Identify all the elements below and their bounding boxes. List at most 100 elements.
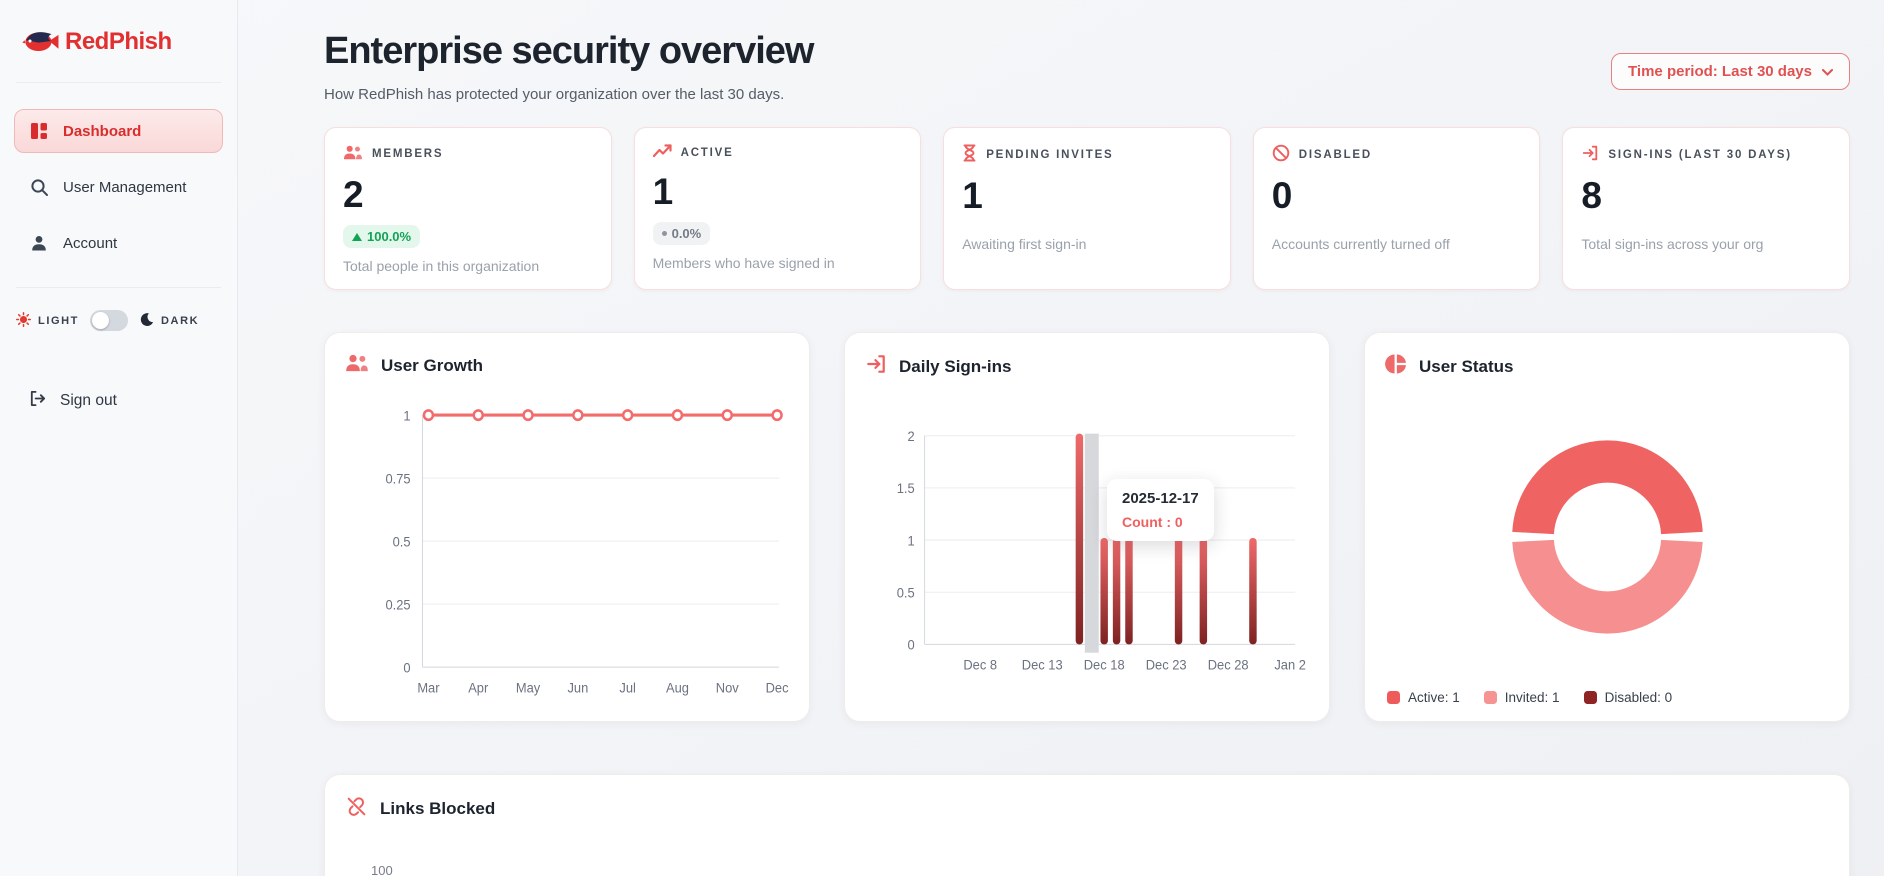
theme-toggle[interactable] (90, 310, 128, 331)
stat-value: 8 (1581, 175, 1602, 216)
sidebar: RedPhish Dashboard (0, 0, 238, 876)
stat-value: 1 (962, 175, 983, 216)
svg-text:Dec 23: Dec 23 (1146, 657, 1187, 672)
svg-text:2: 2 (907, 429, 914, 444)
theme-dark-label: DARK (161, 314, 200, 327)
svg-text:Dec 18: Dec 18 (1084, 657, 1125, 672)
sign-in-icon (1581, 144, 1599, 165)
sidebar-item-label: Account (63, 234, 118, 252)
legend-item-disabled: Disabled: 0 (1583, 690, 1672, 705)
svg-text:0.5: 0.5 (393, 534, 411, 549)
sidebar-divider (16, 82, 221, 83)
svg-text:0: 0 (907, 637, 914, 652)
stat-card-pending-invites: PENDING INVITES 1 Awaiting first sign-in (943, 127, 1231, 290)
stat-value: 2 (343, 174, 364, 215)
svg-text:1: 1 (907, 533, 914, 548)
triangle-up-icon (352, 229, 362, 244)
sidebar-nav: Dashboard User Management Account (14, 109, 223, 265)
stat-label: SIGN-INS (LAST 30 DAYS) (1608, 148, 1792, 161)
sidebar-item-dashboard[interactable]: Dashboard (14, 109, 223, 153)
page-title: Enterprise security overview (324, 30, 814, 72)
daily-signins-bar-chart[interactable]: 0 0.5 1 1.5 2 Dec 8 Dec 13 Dec 18 Dec 23 Dec 28 Ja… (865, 394, 1309, 707)
time-period-label: Time period: Last 30 days (1628, 63, 1812, 80)
chart-tooltip: 2025-12-17 Count : 0 (1107, 479, 1214, 541)
stat-label: PENDING INVITES (986, 148, 1114, 161)
stat-badge: 0.0% (652, 222, 711, 245)
stat-label: ACTIVE (680, 146, 734, 159)
svg-text:May: May (516, 680, 541, 695)
stat-description: Awaiting first sign-in (962, 236, 1087, 252)
legend-swatch (1583, 691, 1597, 704)
svg-text:Jun: Jun (567, 680, 588, 695)
svg-text:0.75: 0.75 (385, 471, 410, 486)
brand-name: RedPhish (65, 28, 172, 55)
theme-switcher: LIGHT DARK (14, 298, 223, 343)
legend-swatch (1483, 691, 1497, 704)
sun-icon (16, 311, 31, 330)
donut-legend: Active: 1 Invited: 1 Disabled: 0 (1385, 686, 1829, 707)
user-growth-card: User Growth 0 0.25 0.5 0.75 1 Mar Apr May Jun Jul… (324, 332, 810, 722)
hourglass-icon (962, 144, 977, 165)
svg-text:Dec 8: Dec 8 (963, 657, 997, 672)
sidebar-item-label: User Management (63, 178, 187, 196)
links-blocked-card: Links Blocked 100 (324, 774, 1850, 876)
svg-text:Jul: Jul (619, 680, 636, 695)
link-off-icon (345, 795, 368, 823)
time-period-dropdown[interactable]: Time period: Last 30 days (1611, 53, 1850, 90)
brand-logo: RedPhish (20, 24, 217, 60)
theme-light-label: LIGHT (38, 314, 79, 327)
svg-text:Nov: Nov (716, 680, 739, 695)
pie-chart-icon (1385, 353, 1407, 380)
chart-title: Daily Sign-ins (899, 356, 1012, 376)
stat-value: 0 (1271, 175, 1293, 216)
dot-icon (661, 231, 667, 236)
svg-text:Mar: Mar (417, 680, 440, 695)
sign-out-label: Sign out (60, 392, 117, 409)
links-blocked-ytick: 100 (371, 863, 393, 876)
tooltip-count: Count : 0 (1122, 514, 1183, 530)
svg-text:1.5: 1.5 (897, 481, 915, 496)
svg-text:0.5: 0.5 (897, 585, 915, 600)
sidebar-item-account[interactable]: Account (14, 221, 223, 265)
search-icon (29, 177, 49, 197)
trend-up-icon (652, 144, 672, 161)
svg-text:Dec 13: Dec 13 (1022, 657, 1063, 672)
fish-logo-icon (20, 24, 60, 60)
sidebar-item-user-management[interactable]: User Management (14, 165, 223, 209)
moon-icon (139, 312, 154, 330)
svg-text:Aug: Aug (666, 680, 689, 695)
sign-in-icon (865, 353, 887, 380)
svg-text:Dec: Dec (766, 680, 789, 695)
chevron-down-icon (1822, 63, 1833, 80)
svg-text:0: 0 (403, 660, 410, 675)
user-status-card: User Status Active: 1 Invited: 1 Disable… (1364, 332, 1850, 722)
user-growth-line-chart: 0 0.25 0.5 0.75 1 Mar Apr May Jun Jul Aug Nov Dec (345, 392, 789, 707)
tooltip-date: 2025-12-17 (1122, 490, 1199, 507)
sidebar-divider (16, 287, 221, 288)
main-content: Enterprise security overview How RedPhis… (238, 0, 1884, 876)
dashboard-icon (29, 121, 49, 141)
stat-description: Members who have signed in (652, 255, 835, 271)
stat-badge: 100.0% (343, 225, 421, 248)
stat-card-signins: SIGN-INS (LAST 30 DAYS) 8 Total sign-ins… (1562, 127, 1850, 290)
chart-title: User Status (1419, 356, 1514, 376)
members-icon (343, 144, 363, 164)
stat-label: DISABLED (1298, 148, 1372, 161)
stat-description: Total people in this organization (343, 258, 540, 274)
legend-swatch (1387, 691, 1400, 704)
legend-item-active: Active: 1 (1387, 690, 1460, 705)
members-icon (345, 353, 369, 378)
stat-cards-row: MEMBERS 2 100.0% Total people in this or… (324, 127, 1850, 290)
stat-card-disabled: DISABLED 0 Accounts currently turned off (1252, 127, 1541, 290)
theme-toggle-knob (92, 312, 109, 329)
sign-out-button[interactable]: Sign out (18, 381, 219, 421)
page-header: Enterprise security overview How RedPhis… (324, 26, 1850, 103)
svg-text:0.25: 0.25 (385, 597, 410, 612)
chart-title: Links Blocked (380, 799, 496, 818)
stat-description: Accounts currently turned off (1271, 236, 1450, 252)
svg-text:Apr: Apr (468, 680, 489, 695)
stat-card-members: MEMBERS 2 100.0% Total people in this or… (324, 127, 612, 290)
stat-card-active: ACTIVE 1 0.0% Members who have signed in (633, 127, 922, 290)
user-icon (29, 233, 49, 253)
